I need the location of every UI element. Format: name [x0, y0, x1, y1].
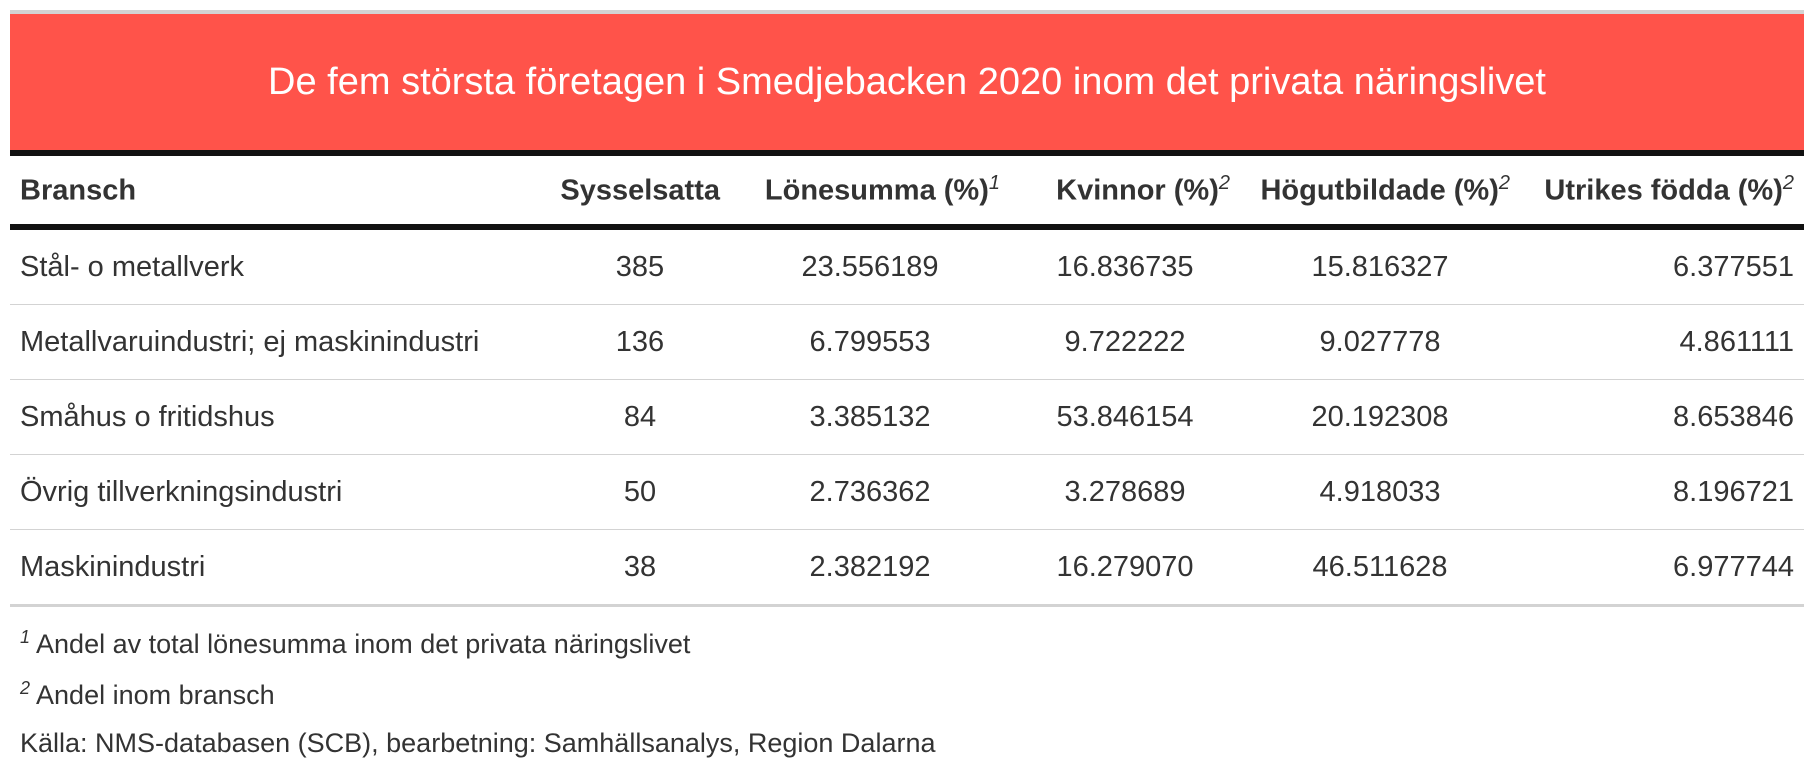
footnote-mark: 2 [20, 678, 31, 698]
cell-sysselsatta: 84 [550, 379, 730, 455]
cell-utrikes-fodda: 4.861111 [1520, 304, 1804, 380]
cell-lonesumma: 2.382192 [730, 529, 1010, 607]
cell-sysselsatta: 38 [550, 529, 730, 607]
cell-utrikes-fodda: 6.377551 [1520, 227, 1804, 305]
top-divider [10, 10, 1804, 14]
cell-lonesumma: 3.385132 [730, 379, 1010, 455]
cell-kvinnor: 16.836735 [1010, 227, 1240, 305]
cell-bransch: Småhus o fritidshus [10, 379, 550, 455]
source-note: Källa: NMS-databasen (SCB), bearbetning:… [20, 728, 936, 758]
cell-kvinnor: 9.722222 [1010, 304, 1240, 380]
table-title: De fem största företagen i Smedjebacken … [268, 60, 1546, 103]
table-row: Maskinindustri 38 2.382192 16.279070 46.… [10, 529, 1804, 607]
cell-hogutbildade: 9.027778 [1240, 304, 1520, 380]
table-title-bar: De fem största företagen i Smedjebacken … [10, 14, 1804, 150]
footnote-text: Andel inom bransch [36, 680, 275, 710]
table-row: Övrig tillverkningsindustri 50 2.736362 … [10, 454, 1804, 530]
footnote-text: Andel av total lönesumma inom det privat… [36, 629, 691, 659]
cell-hogutbildade: 15.816327 [1240, 227, 1520, 305]
column-header-kvinnor: Kvinnor (%)2 [1056, 172, 1230, 207]
footnote-mark: 1 [20, 627, 31, 647]
cell-hogutbildade: 4.918033 [1240, 454, 1520, 530]
cell-utrikes-fodda: 8.653846 [1520, 379, 1804, 455]
table-row: Småhus o fritidshus 84 3.385132 53.84615… [10, 379, 1804, 455]
footnote-1: 1 Andel av total lönesumma inom det priv… [10, 615, 1804, 666]
cell-utrikes-fodda: 8.196721 [1520, 454, 1804, 530]
cell-bransch: Maskinindustri [10, 529, 550, 607]
cell-bransch: Övrig tillverkningsindustri [10, 454, 550, 530]
cell-lonesumma: 23.556189 [730, 227, 1010, 305]
footnote-2: 2 Andel inom bransch [10, 666, 1804, 717]
cell-bransch: Stål- o metallverk [10, 227, 550, 305]
cell-kvinnor: 16.279070 [1010, 529, 1240, 607]
cell-utrikes-fodda: 6.977744 [1520, 529, 1804, 607]
header-row: Bransch Sysselsatta Lönesumma (%)1 Kvinn… [10, 153, 1804, 227]
cell-bransch: Metallvaruindustri; ej maskinindustri [10, 304, 550, 380]
cell-sysselsatta: 385 [550, 227, 730, 305]
table-row: Metallvaruindustri; ej maskinindustri 13… [10, 304, 1804, 380]
cell-kvinnor: 53.846154 [1010, 379, 1240, 455]
column-header-lonesumma: Lönesumma (%)1 [764, 172, 1000, 207]
column-header-bransch: Bransch [20, 174, 137, 207]
cell-lonesumma: 6.799553 [730, 304, 1010, 380]
table-row: Stål- o metallverk 385 23.556189 16.8367… [10, 227, 1804, 305]
cell-lonesumma: 2.736362 [730, 454, 1010, 530]
table-container: De fem största företagen i Smedjebacken … [10, 10, 1804, 767]
cell-sysselsatta: 50 [550, 454, 730, 530]
column-header-utrikes-fodda: Utrikes födda (%)2 [1544, 172, 1794, 207]
data-table: Bransch Sysselsatta Lönesumma (%)1 Kvinn… [10, 150, 1804, 607]
cell-sysselsatta: 136 [550, 304, 730, 380]
cell-hogutbildade: 46.511628 [1240, 529, 1520, 607]
column-header-hogutbildade: Högutbildade (%)2 [1260, 172, 1510, 207]
cell-hogutbildade: 20.192308 [1240, 379, 1520, 455]
column-header-sysselsatta: Sysselsatta [560, 174, 720, 207]
cell-kvinnor: 3.278689 [1010, 454, 1240, 530]
